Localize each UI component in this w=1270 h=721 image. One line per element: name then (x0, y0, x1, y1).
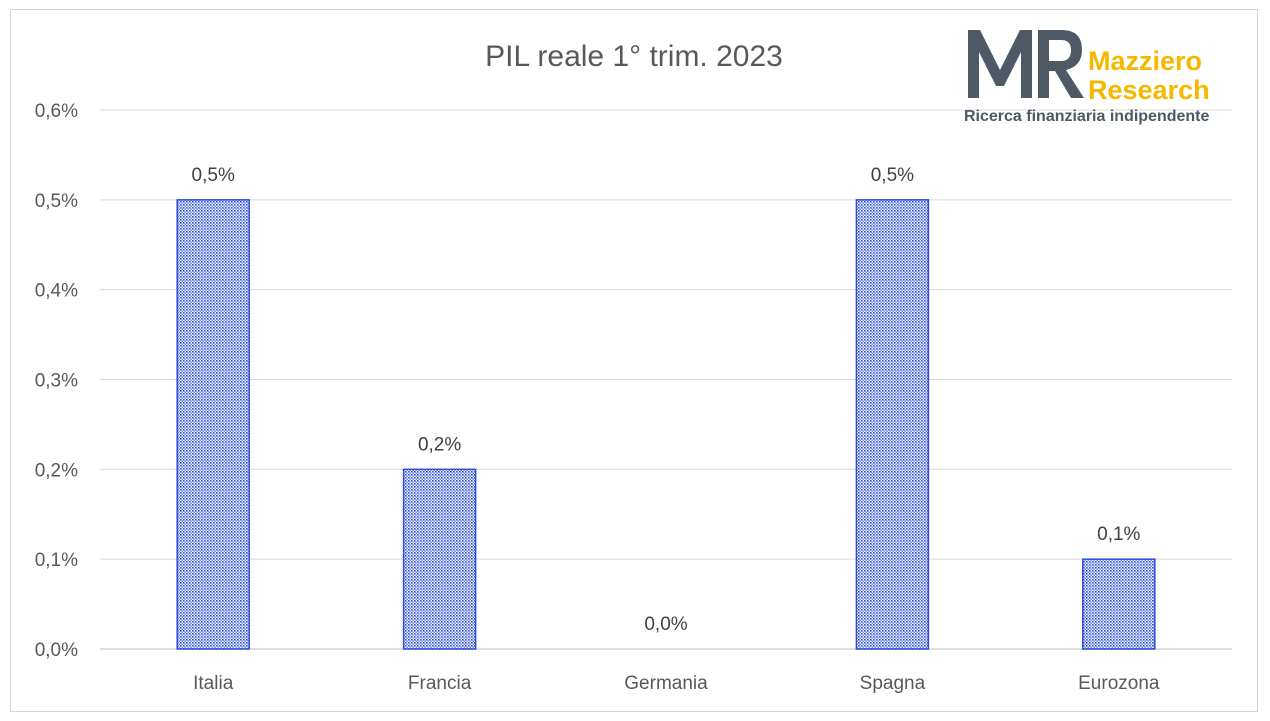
logo-name-line1: Mazziero (1088, 46, 1202, 76)
data-label: 0,5% (192, 165, 235, 186)
data-label: 0,1% (1097, 524, 1140, 545)
bars (176, 199, 1156, 650)
y-tick-label: 0,4% (35, 281, 78, 302)
bar-eurozona (1082, 558, 1156, 650)
chart-title: PIL reale 1° trim. 2023 (485, 40, 783, 73)
y-tick-label: 0,0% (35, 640, 78, 661)
data-label: 0,0% (644, 614, 687, 635)
x-tick-label: Italia (193, 673, 234, 694)
y-tick-label: 0,2% (35, 460, 78, 481)
y-tick-label: 0,5% (35, 191, 78, 212)
bar-spagna (855, 199, 930, 650)
y-tick-label: 0,6% (35, 101, 78, 122)
gridlines (100, 109, 1232, 650)
x-tick-label: Francia (408, 673, 472, 694)
logo-tagline: Ricerca finanziaria indipendente (964, 108, 1210, 125)
bar-francia (402, 468, 477, 650)
y-tick-label: 0,1% (35, 550, 78, 571)
x-tick-label: Eurozona (1078, 673, 1160, 694)
y-tick-label: 0,3% (35, 371, 78, 392)
logo: Mazziero Research Ricerca finanziaria in… (964, 30, 1210, 125)
data-label: 0,2% (418, 434, 461, 455)
x-tick-label: Germania (624, 673, 708, 694)
logo-mark-icon (968, 30, 1084, 98)
logo-name-line2: Research (1088, 75, 1210, 105)
y-axis: 0,0% 0,1% 0,2% 0,3% 0,4% 0,5% 0,6% (35, 101, 78, 661)
x-tick-label: Spagna (860, 673, 926, 694)
data-labels: 0,5% 0,2% 0,0% 0,5% 0,1% (192, 165, 1141, 635)
x-axis: Italia Francia Germania Spagna Eurozona (193, 673, 1160, 694)
bar-italia (176, 199, 250, 650)
data-label: 0,5% (871, 165, 914, 186)
